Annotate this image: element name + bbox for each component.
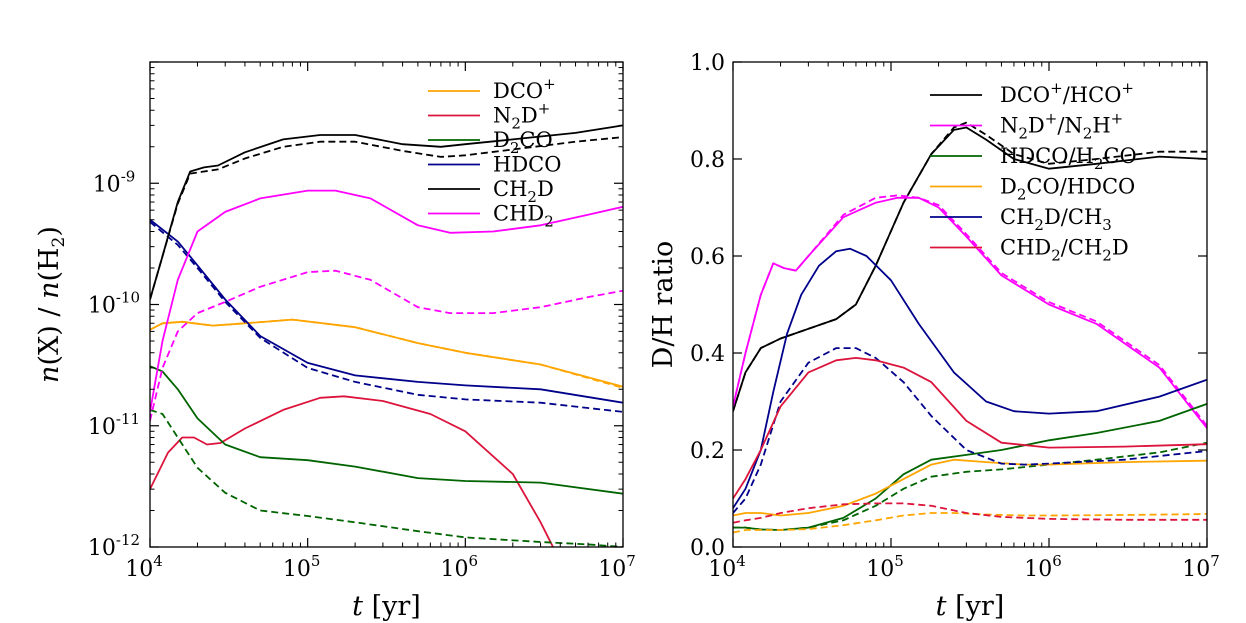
series-line-left-7 xyxy=(150,124,623,300)
legend-label: CHD2​ xyxy=(493,202,554,231)
legend-label: HDCO/H2CO xyxy=(1000,144,1137,173)
x-tick-label: 104 xyxy=(125,552,163,582)
y-tick-label: 10-10 xyxy=(88,289,140,319)
legend-label: N2D+/N2H+​ xyxy=(1000,110,1123,143)
x-axis-label: t [yr] xyxy=(352,591,421,622)
series-line-right-7 xyxy=(733,512,1207,534)
legend-label: HDCO xyxy=(493,153,561,177)
series-line-right-5 xyxy=(733,441,1207,531)
legend-label: DCO+/HCO+​ xyxy=(1000,79,1134,107)
legend-label: DCO+​ xyxy=(493,75,556,103)
series-line-left-4 xyxy=(150,409,623,547)
y-tick-label: 0.6 xyxy=(690,245,725,270)
legend-label: CHD2/CH2D xyxy=(1000,236,1129,265)
legend-label: D2CO xyxy=(493,128,553,157)
x-tick-label: 107 xyxy=(1182,552,1220,582)
series-line-left-8 xyxy=(150,136,623,300)
y-tick-label: 10-9 xyxy=(93,167,136,197)
series-line-right-6 xyxy=(733,458,1207,517)
series-line-right-10 xyxy=(733,357,1207,499)
series-line-left-0 xyxy=(150,318,623,388)
y-axis-label: n(X) / n(H2​) xyxy=(34,226,69,383)
y-tick-label: 10-11 xyxy=(88,410,140,440)
series-line-right-3 xyxy=(733,194,1207,427)
x-tick-label: 106 xyxy=(1024,552,1062,582)
right-panel: 104 105 106 107 0.0 0.2 0.4 0.6 0.8 1.0 t [yr] D/H … xyxy=(648,51,1220,622)
legend-label: N2D+​ xyxy=(493,100,550,133)
series-line-left-3 xyxy=(150,365,623,495)
legend: DCO+/HCO+​N2D+/N2H+​HDCO/H2COD2CO/HDCOCH… xyxy=(930,79,1137,265)
series-line-left-2 xyxy=(150,395,554,547)
axes-frame xyxy=(732,61,1208,548)
series-line-left-6 xyxy=(150,221,623,413)
legend-label: CH2D/CH3​ xyxy=(1000,205,1112,234)
legend-label: CH2D xyxy=(493,177,554,206)
x-tick-label: 107 xyxy=(598,552,636,582)
series-line-left-1 xyxy=(150,318,623,389)
left-panel: 104 105 106 107 10-12 10-11 10-10 10-9 t [yr] n(X… xyxy=(34,61,636,622)
series-line-left-9 xyxy=(150,189,623,413)
y-axis-label: D/H ratio xyxy=(648,241,679,369)
y-tick-label: 0.4 xyxy=(690,342,725,367)
x-axis-label: t [yr] xyxy=(936,591,1005,622)
series-line-right-0 xyxy=(733,126,1207,412)
y-tick-label: 0.8 xyxy=(690,148,725,173)
y-tick-label: 10-12 xyxy=(88,531,140,561)
x-tick-label: 106 xyxy=(441,552,479,582)
series-line-right-11 xyxy=(733,502,1207,524)
series-line-right-9 xyxy=(733,347,1207,514)
series-line-left-5 xyxy=(150,218,623,404)
series-line-left-10 xyxy=(150,269,623,421)
y-tick-label: 0.2 xyxy=(690,439,725,464)
series-line-right-2 xyxy=(733,196,1207,429)
x-tick-label: 104 xyxy=(708,552,746,582)
legend-label: D2CO/HDCO xyxy=(1000,175,1135,204)
series-line-right-8 xyxy=(733,247,1207,509)
y-tick-label: 1.0 xyxy=(690,51,725,76)
y-tick-label: 0.0 xyxy=(690,536,725,561)
x-tick-label: 105 xyxy=(866,552,904,582)
x-tick-label: 105 xyxy=(283,552,321,582)
